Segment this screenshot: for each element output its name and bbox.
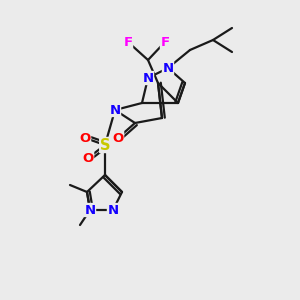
Text: N: N bbox=[84, 203, 96, 217]
Text: O: O bbox=[82, 152, 94, 164]
Text: O: O bbox=[80, 131, 91, 145]
Text: N: N bbox=[107, 203, 118, 217]
Text: F: F bbox=[123, 35, 133, 49]
Text: N: N bbox=[162, 61, 174, 74]
Text: F: F bbox=[160, 35, 169, 49]
Text: N: N bbox=[142, 71, 154, 85]
Text: S: S bbox=[100, 137, 110, 152]
Text: N: N bbox=[110, 103, 121, 116]
Text: O: O bbox=[112, 131, 124, 145]
